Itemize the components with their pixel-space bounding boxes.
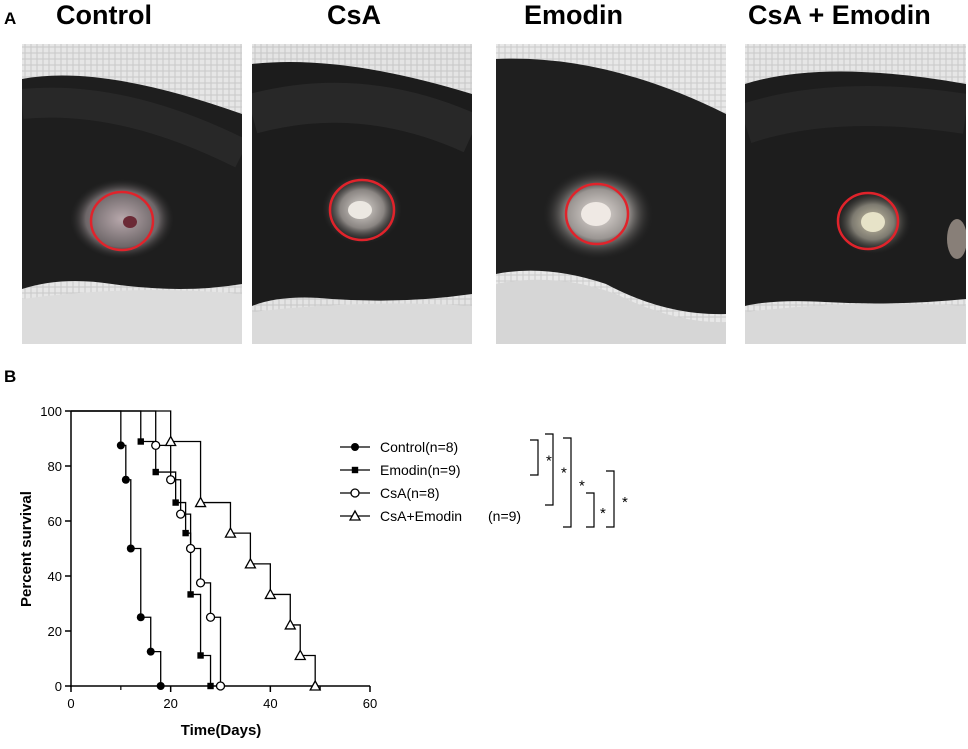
significance-brackets: * * * * * <box>530 433 628 528</box>
marker-open-triangle <box>164 435 177 447</box>
legend-label: CsA+Emodin <box>380 508 462 524</box>
y-tick-label: 40 <box>48 569 62 584</box>
photo-csa <box>252 44 472 344</box>
x-tick-label: 60 <box>363 696 377 711</box>
marker-filled-square <box>351 466 359 474</box>
marker-filled-circle <box>156 682 165 690</box>
x-tick-label: 0 <box>67 696 74 711</box>
significance-label: * <box>546 453 552 470</box>
photo-emodin <box>496 44 726 344</box>
marker-open-circle <box>166 475 176 485</box>
curve-markers <box>116 435 322 691</box>
lesion-circle <box>328 178 396 242</box>
significance-label: * <box>600 505 606 522</box>
marker-filled-circle <box>121 475 130 484</box>
significance-bracket <box>563 437 572 528</box>
marker-open-circle <box>350 488 360 498</box>
marker-filled-circle <box>116 441 125 450</box>
marker-open-triangle <box>309 679 322 691</box>
survival-curve-0 <box>71 410 162 686</box>
photo-control <box>22 44 242 344</box>
y-tick-label: 20 <box>48 624 62 639</box>
lesion-circle <box>89 190 155 252</box>
marker-filled-square <box>152 468 159 476</box>
marker-open-triangle <box>224 526 237 538</box>
marker-open-circle <box>151 440 161 451</box>
photo-title-csa-emodin: CsA + Emodin <box>748 0 931 30</box>
photo-title-csa: CsA <box>327 0 382 30</box>
marker-open-circle <box>175 509 186 519</box>
legend-label: Emodin(n=9) <box>380 462 461 478</box>
photo-title-control: Control <box>56 0 152 30</box>
y-tick-label: 80 <box>48 459 62 474</box>
marker-filled-square <box>182 529 189 537</box>
x-tick-label: 20 <box>163 696 177 711</box>
y-tick-label: 100 <box>40 404 62 419</box>
marker-filled-circle <box>136 613 145 622</box>
chart-axes: 0 20 40 60 80 100 0 20 40 60 <box>40 404 377 711</box>
survival-chart: 0 20 40 60 80 100 0 20 40 60 Control(n=8) Emodin(n… <box>18 404 628 739</box>
marker-filled-square <box>137 438 144 445</box>
significance-label: * <box>579 478 585 495</box>
y-tick-label: 0 <box>55 679 62 694</box>
marker-open-triangle <box>194 496 207 508</box>
legend-label-suffix: (n=9) <box>488 508 521 524</box>
legend-label: Control(n=8) <box>380 439 458 455</box>
chart-legend: Control(n=8) Emodin(n=9) CsA(n=8) CsA+Emodi… <box>340 439 521 524</box>
significance-label: * <box>622 494 628 511</box>
significance-bracket <box>530 439 539 476</box>
survival-curve-1 <box>71 410 212 686</box>
marker-open-circle <box>205 612 216 622</box>
x-tick-label: 40 <box>263 696 277 711</box>
marker-filled-circle <box>351 443 359 451</box>
panel-a-label: A <box>4 9 17 28</box>
y-tick-label: 60 <box>48 514 62 529</box>
significance-bracket <box>606 470 615 528</box>
marker-filled-square <box>172 499 179 506</box>
x-axis-label: Time(Days) <box>181 722 262 739</box>
significance-bracket <box>545 433 554 506</box>
marker-filled-square <box>207 682 214 690</box>
marker-open-triangle <box>264 588 277 600</box>
significance-label: * <box>561 465 567 482</box>
marker-open-triangle <box>244 557 257 569</box>
legend-label: CsA(n=8) <box>380 485 440 501</box>
marker-open-circle <box>195 578 206 588</box>
survival-curve-2 <box>71 410 222 686</box>
marker-filled-square <box>187 591 194 598</box>
marker-open-triangle <box>294 649 307 661</box>
marker-open-triangle <box>284 618 297 630</box>
significance-bracket <box>586 492 595 528</box>
photo-title-emodin: Emodin <box>524 0 623 30</box>
y-axis-label: Percent survival <box>18 491 35 607</box>
lesion-circle <box>836 191 900 251</box>
marker-open-triangle <box>348 509 362 521</box>
lesion-circle <box>564 182 630 246</box>
marker-open-circle <box>185 543 196 554</box>
photo-csa-emodin <box>745 44 966 344</box>
marker-open-circle <box>215 681 226 691</box>
marker-filled-circle <box>126 544 135 553</box>
marker-filled-square <box>197 652 204 659</box>
marker-filled-circle <box>146 647 155 656</box>
panel-b-label: B <box>4 367 17 386</box>
